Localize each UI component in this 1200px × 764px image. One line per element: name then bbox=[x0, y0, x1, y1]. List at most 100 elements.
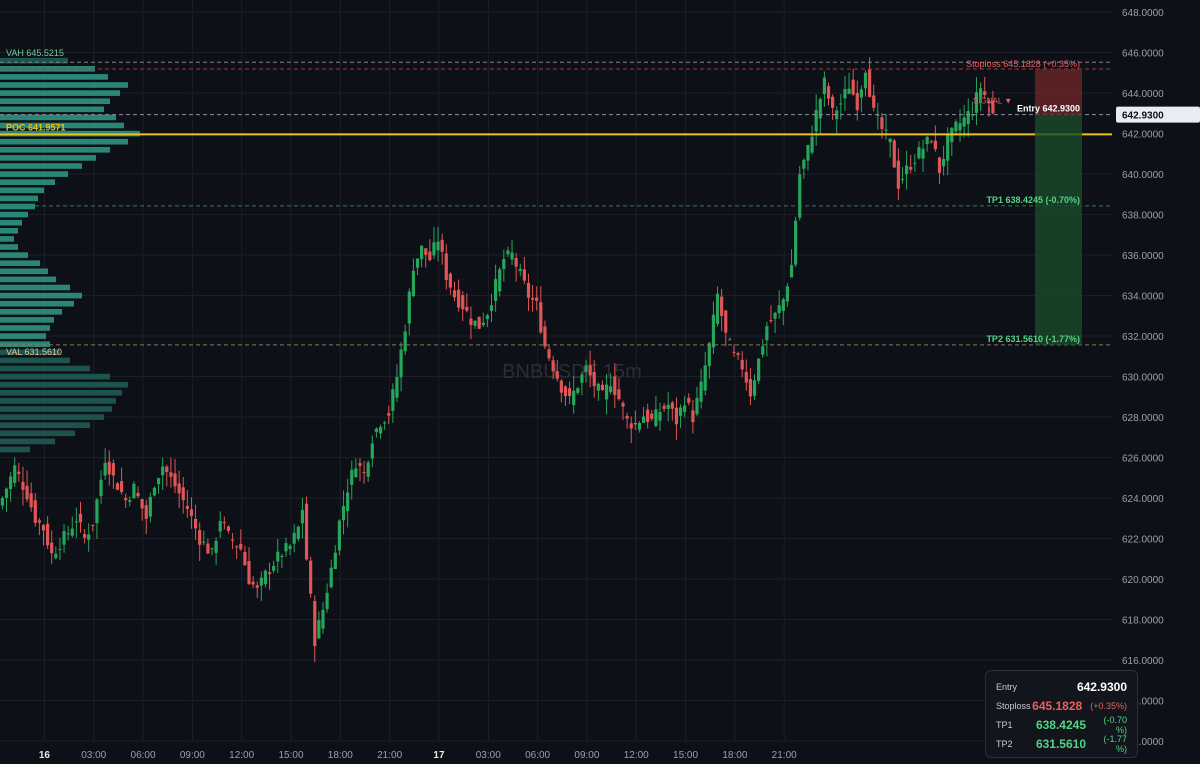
volume-profile-bar bbox=[0, 195, 38, 202]
candle-up bbox=[802, 159, 806, 169]
x-tick-label: 21:00 bbox=[377, 750, 402, 761]
candle-up bbox=[905, 165, 909, 175]
volume-profile-bar bbox=[0, 390, 122, 396]
volume-profile-bar bbox=[0, 268, 48, 275]
candle-up bbox=[62, 531, 66, 545]
candle-up bbox=[383, 422, 387, 424]
candle-down bbox=[230, 539, 235, 541]
y-tick-label: 620.0000 bbox=[1122, 575, 1164, 586]
candle-up bbox=[941, 158, 946, 167]
x-tick-label: 03:00 bbox=[81, 750, 106, 761]
candle-up bbox=[798, 174, 802, 218]
candle-down bbox=[469, 318, 473, 325]
candle-down bbox=[165, 466, 169, 472]
x-tick-label: 15:00 bbox=[278, 750, 303, 761]
candle-down bbox=[173, 473, 177, 487]
volume-profile-bar bbox=[0, 438, 55, 445]
y-tick-label: 640.0000 bbox=[1122, 170, 1164, 181]
candle-up bbox=[354, 468, 358, 478]
info-row-stoploss: Stoploss 645.1828 (+0.35%) bbox=[996, 696, 1127, 715]
candle-up bbox=[329, 567, 333, 588]
volume-profile-bar bbox=[0, 349, 60, 356]
volume-profile-bar bbox=[0, 98, 110, 104]
candle-up bbox=[966, 110, 970, 125]
x-tick-label: 21:00 bbox=[772, 750, 797, 761]
candle-up bbox=[66, 533, 70, 535]
candle-down bbox=[198, 529, 202, 545]
candle-up bbox=[510, 252, 514, 260]
candle-up bbox=[888, 138, 892, 143]
y-tick-label: 622.0000 bbox=[1122, 535, 1164, 546]
candle-down bbox=[457, 289, 461, 308]
candle-down bbox=[169, 472, 173, 477]
candle-up bbox=[810, 136, 814, 153]
candle-up bbox=[58, 548, 62, 550]
candle-down bbox=[514, 258, 518, 267]
candle-down bbox=[929, 141, 933, 143]
candle-down bbox=[522, 269, 526, 281]
candle-down bbox=[880, 117, 884, 129]
candle-down bbox=[428, 251, 432, 261]
candle-down bbox=[119, 481, 124, 493]
candle-up bbox=[917, 147, 921, 159]
candle-down bbox=[41, 525, 46, 531]
candle-down bbox=[896, 160, 900, 189]
info-tp1-value: 638.4245 bbox=[1035, 717, 1086, 732]
y-tick-label: 648.0000 bbox=[1122, 8, 1164, 19]
candle-down bbox=[144, 505, 148, 519]
volume-profile-bar bbox=[0, 57, 68, 64]
info-row-entry: Entry 642.9300 bbox=[996, 677, 1127, 696]
volume-profile-bar bbox=[0, 252, 28, 258]
candle-up bbox=[263, 570, 268, 585]
candle-up bbox=[794, 220, 798, 265]
candle-down bbox=[740, 359, 744, 370]
candle-up bbox=[777, 305, 781, 314]
y-tick-label: 634.0000 bbox=[1122, 292, 1164, 303]
candle-up bbox=[715, 293, 720, 324]
candle-down bbox=[309, 560, 313, 594]
candle-up bbox=[974, 92, 979, 113]
candle-down bbox=[646, 409, 650, 422]
candle-down bbox=[78, 513, 83, 523]
candle-up bbox=[847, 88, 851, 94]
candle-up bbox=[9, 476, 13, 489]
candle-up bbox=[761, 346, 765, 355]
current-price-tag bbox=[1116, 106, 1200, 123]
y-tick-label: 624.0000 bbox=[1122, 494, 1164, 505]
candle-down bbox=[933, 140, 937, 150]
candle-up bbox=[276, 551, 280, 562]
candle-up bbox=[214, 540, 218, 553]
candle-up bbox=[925, 136, 929, 145]
candle-up bbox=[757, 358, 761, 381]
candle-down bbox=[247, 561, 251, 585]
stoploss-zone bbox=[1035, 69, 1082, 115]
candle-down bbox=[181, 487, 185, 501]
volume-profile-bar bbox=[0, 300, 74, 307]
candle-up bbox=[822, 77, 826, 95]
candle-down bbox=[535, 297, 539, 301]
candle-down bbox=[177, 483, 181, 494]
candle-down bbox=[37, 520, 41, 523]
candle-up bbox=[341, 506, 346, 521]
volume-profile-bar bbox=[0, 446, 30, 453]
candle-down bbox=[29, 493, 33, 508]
volume-profile-bar bbox=[0, 179, 55, 185]
candle-down bbox=[267, 572, 272, 575]
candle-down bbox=[892, 140, 896, 168]
candle-down bbox=[613, 376, 617, 396]
candle-down bbox=[235, 546, 239, 548]
volume-profile-bar bbox=[0, 122, 124, 129]
candle-up bbox=[54, 553, 58, 559]
candle-up bbox=[518, 268, 522, 272]
candle-down bbox=[185, 505, 189, 509]
y-tick-label: 614.0000 bbox=[1122, 697, 1164, 708]
candle-down bbox=[189, 509, 194, 517]
x-tick-label: 15:00 bbox=[673, 750, 698, 761]
trade-info-panel: Entry 642.9300 Stoploss 645.1828 (+0.35%… bbox=[985, 670, 1138, 758]
candle-down bbox=[226, 526, 231, 531]
candle-down bbox=[748, 379, 753, 397]
candle-up bbox=[4, 488, 9, 498]
candle-down bbox=[559, 380, 563, 393]
candle-up bbox=[350, 469, 354, 485]
